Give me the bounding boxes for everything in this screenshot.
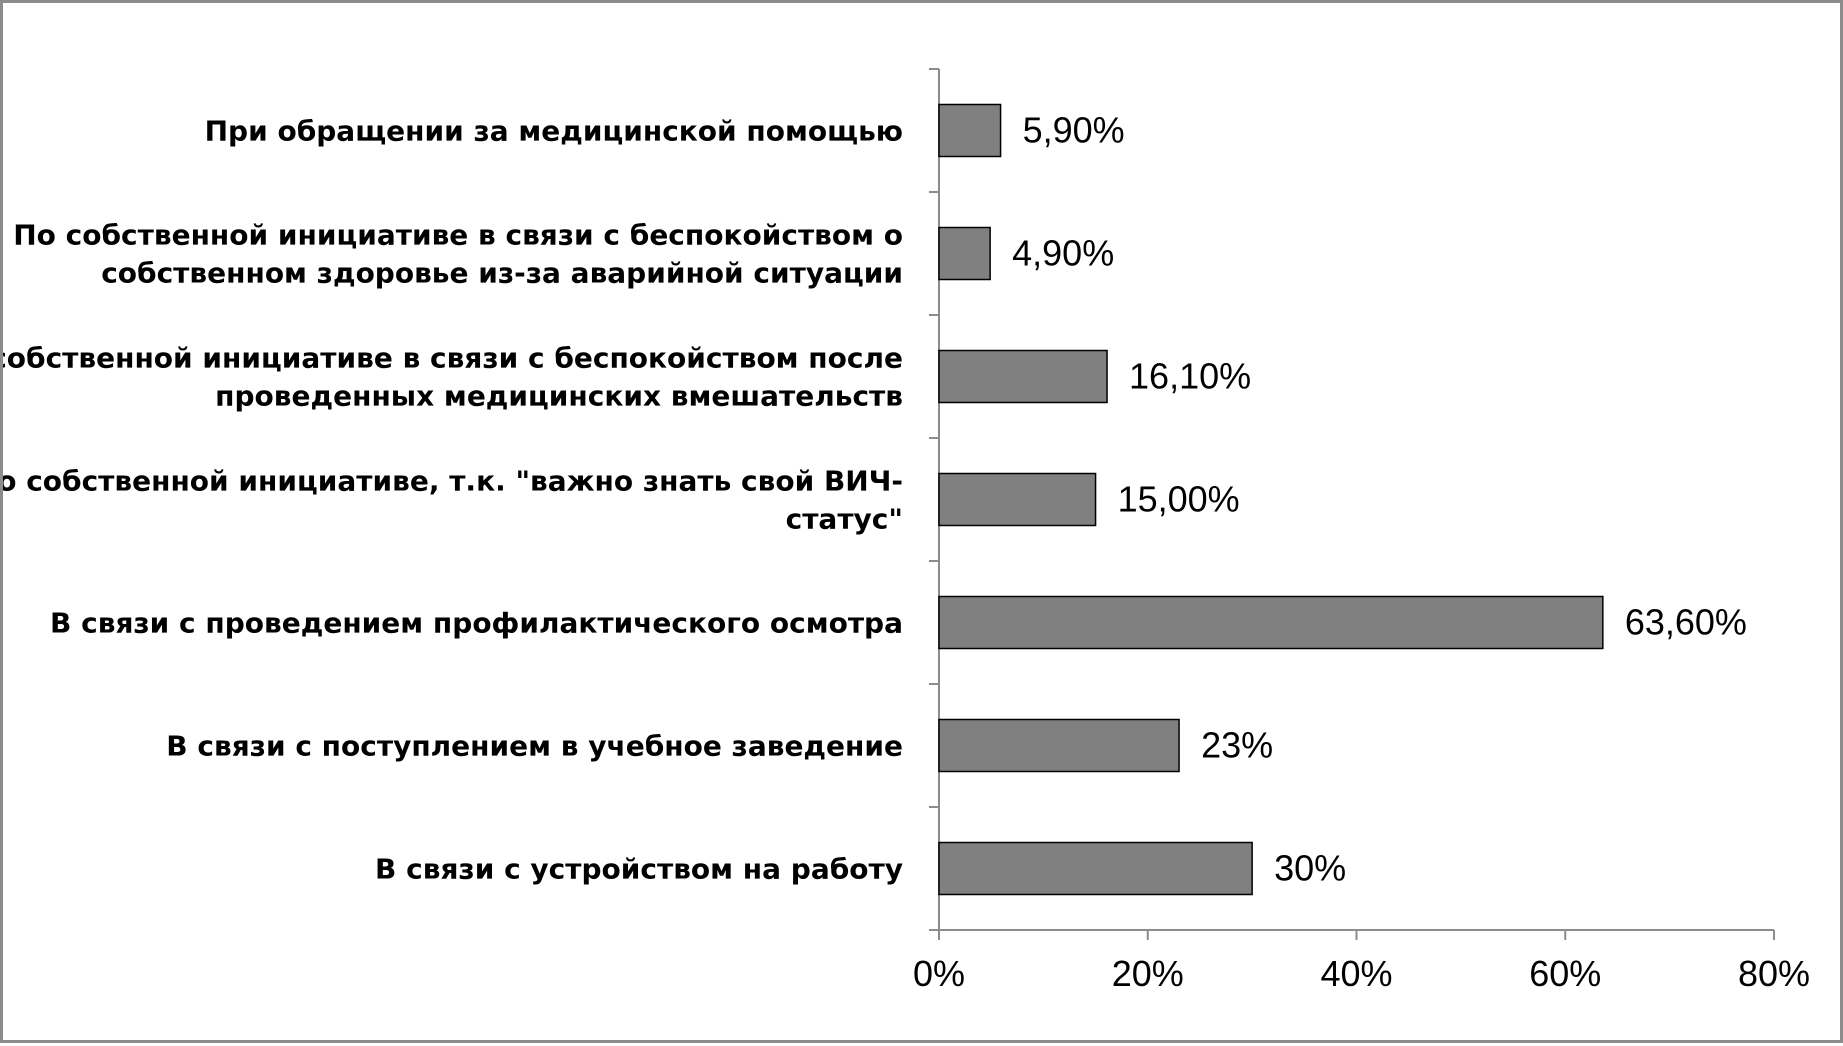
category-label: В связи с устройством на работу [375,853,903,886]
bar [938,226,991,281]
bar [938,103,1002,158]
category-label: проведенных медицинских вмешательств [215,380,903,413]
data-label: 23% [1201,725,1273,766]
category-label: При обращении за медицинской помощью [205,115,903,148]
x-tick-label: 80% [1738,953,1810,994]
x-tick-label: 60% [1529,953,1601,994]
category-label: В связи с поступлением в учебное заведен… [166,730,903,763]
x-tick-label: 0% [913,953,965,994]
data-label: 15,00% [1118,479,1240,520]
bar [938,349,1108,404]
data-label: 63,60% [1625,602,1747,643]
data-label: 4,90% [1012,233,1114,274]
bar [938,718,1180,773]
x-tick-label: 40% [1320,953,1392,994]
category-label: По собственной инициативе, т.к. "важно з… [3,465,903,498]
data-label: 30% [1274,848,1346,889]
category-label: По собственной инициативе в связи с бесп… [13,219,903,252]
category-label: статус" [786,503,903,536]
x-tick-label: 20% [1112,953,1184,994]
bar [938,841,1253,896]
category-label: По собственной инициативе в связи с бесп… [3,342,903,375]
category-label: В связи с проведением профилактического … [50,607,903,640]
bar-chart: 0% 20% 40% 60% 80% 5,90% При обращении за меди… [3,68,1810,994]
category-label: собственном здоровье из-за аварийной сит… [101,257,903,290]
bar [938,472,1097,527]
data-label: 16,10% [1129,356,1251,397]
bar [938,595,1604,650]
data-label: 5,90% [1023,110,1125,151]
